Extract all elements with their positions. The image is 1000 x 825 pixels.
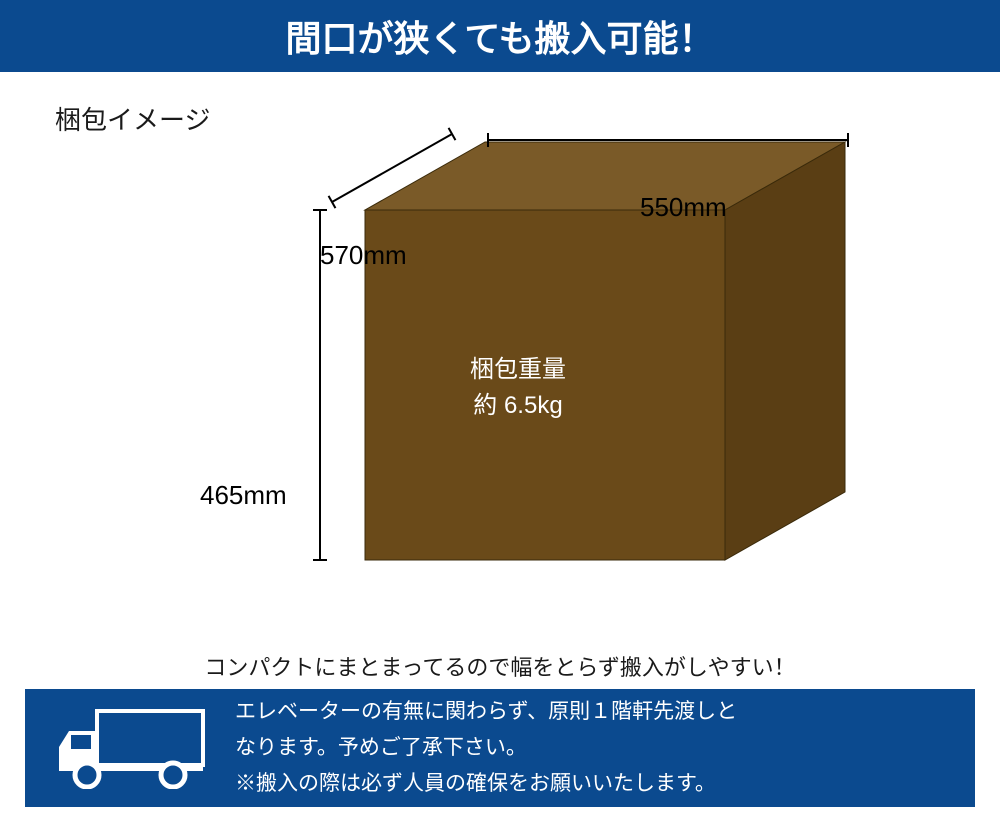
packaging-diagram: 550mm 570mm 465mm 梱包重量 約 6.5kg	[0, 92, 1000, 652]
delivery-notice: エレベーターの有無に関わらず、原則１階軒先渡しと なります。予めご了承下さい。 …	[25, 689, 975, 807]
notice-line-1: エレベーターの有無に関わらず、原則１階軒先渡しと	[235, 694, 737, 730]
notice-line-2: なります。予めご了承下さい。	[235, 730, 737, 766]
width-dimension-label: 550mm	[640, 192, 727, 223]
package-weight: 梱包重量 約 6.5kg	[470, 352, 566, 424]
weight-value: 約 6.5kg	[470, 388, 566, 424]
caption-text: コンパクトにまとまってるので幅をとらず搬入がしやすい！	[0, 650, 1000, 682]
header-title: 間口が狭くても搬入可能！	[285, 10, 714, 62]
truck-icon	[55, 707, 205, 789]
depth-dimension-label: 570mm	[320, 240, 407, 271]
notice-line-3: ※搬入の際は必ず人員の確保をお願いいたします。	[235, 766, 737, 802]
delivery-notice-text: エレベーターの有無に関わらず、原則１階軒先渡しと なります。予めご了承下さい。 …	[235, 694, 737, 801]
height-dimension-label: 465mm	[200, 480, 287, 511]
weight-label: 梱包重量	[470, 352, 566, 388]
header-banner: 間口が狭くても搬入可能！	[0, 0, 1000, 72]
